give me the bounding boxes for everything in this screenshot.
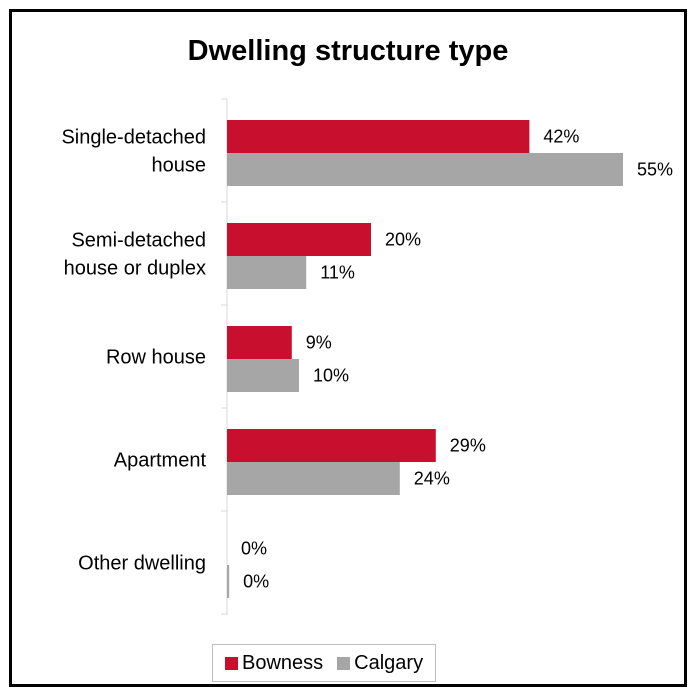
data-label-calgary: 55% xyxy=(637,160,673,180)
category-label-line: house or duplex xyxy=(64,258,206,280)
category-label: Other dwelling xyxy=(78,553,206,575)
legend-item-calgary: Calgary xyxy=(337,652,423,675)
bar-calgary-single-detached-house xyxy=(227,153,623,186)
category-label: Single-detached house xyxy=(61,127,206,177)
data-label-bowness: 0% xyxy=(241,539,267,559)
data-label-calgary: 0% xyxy=(243,572,269,592)
legend: Bowness Calgary xyxy=(212,644,437,682)
category-label-line: house xyxy=(152,155,207,177)
bar-bowness-row-house xyxy=(227,326,292,359)
category-label: Semi-detached house or duplex xyxy=(64,230,206,280)
category-label: Apartment xyxy=(114,450,207,472)
data-label-bowness: 42% xyxy=(543,127,579,147)
data-label-bowness: 29% xyxy=(450,436,486,456)
category-label: Row house xyxy=(106,347,206,369)
bar-calgary-semi-detached-house-or-duplex xyxy=(227,256,307,289)
bar-bowness-apartment xyxy=(227,429,436,462)
chart-title: Dwelling structure type xyxy=(187,35,509,67)
legend-item-bowness: Bowness xyxy=(225,652,323,675)
data-label-bowness: 20% xyxy=(385,230,421,250)
bar-calgary-other-dwelling xyxy=(227,565,230,598)
legend-swatch-bowness xyxy=(225,656,238,670)
bar-bowness-single-detached-house xyxy=(227,120,530,153)
category-label-line: Single-detached xyxy=(61,127,206,149)
data-label-calgary: 24% xyxy=(414,469,450,489)
category-label-line: Apartment xyxy=(114,450,207,472)
category-label-line: Semi-detached xyxy=(71,230,206,252)
category-label-line: Other dwelling xyxy=(78,553,206,575)
bar-calgary-apartment xyxy=(227,462,400,495)
data-label-calgary: 11% xyxy=(320,263,355,283)
legend-label-bowness: Bowness xyxy=(242,651,324,674)
bar-bowness-semi-detached-house-or-duplex xyxy=(227,223,371,256)
legend-label-calgary: Calgary xyxy=(354,651,424,674)
bar-calgary-row-house xyxy=(227,359,299,392)
data-label-calgary: 10% xyxy=(313,366,349,386)
data-label-bowness: 9% xyxy=(306,333,332,353)
category-label-line: Row house xyxy=(106,347,206,369)
legend-swatch-calgary xyxy=(337,656,351,670)
